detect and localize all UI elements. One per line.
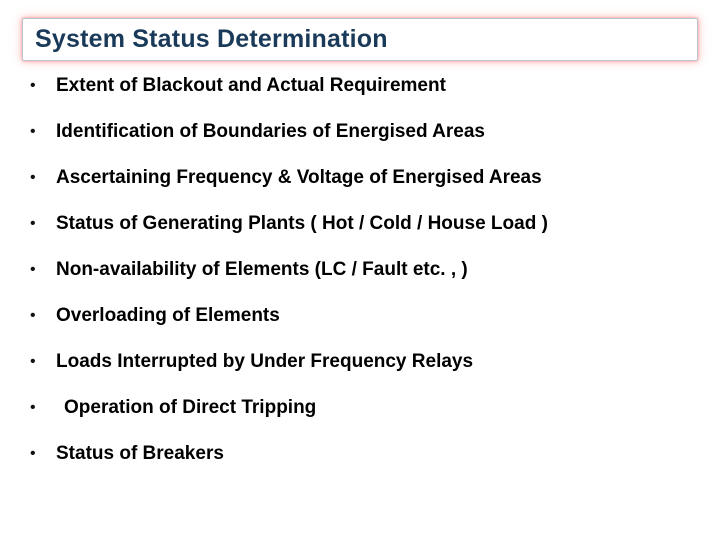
slide-title: System Status Determination — [35, 25, 685, 54]
list-item: • Operation of Direct Tripping — [28, 397, 698, 419]
bullet-text: Loads Interrupted by Under Frequency Rel… — [50, 351, 473, 373]
bullet-icon: • — [28, 121, 50, 143]
list-item: • Ascertaining Frequency & Voltage of En… — [28, 167, 698, 189]
bullet-icon: • — [28, 259, 50, 281]
bullet-text: Status of Breakers — [50, 443, 224, 465]
bullet-text: Overloading of Elements — [50, 305, 280, 327]
bullet-icon: • — [28, 305, 50, 327]
bullet-text: Identification of Boundaries of Energise… — [50, 121, 485, 143]
bullet-icon: • — [28, 75, 50, 97]
bullet-text: Operation of Direct Tripping — [50, 397, 316, 419]
list-item: • Status of Breakers — [28, 443, 698, 465]
bullet-text: Extent of Blackout and Actual Requiremen… — [50, 75, 446, 97]
bullet-icon: • — [28, 213, 50, 235]
list-item: • Status of Generating Plants ( Hot / Co… — [28, 213, 698, 235]
bullet-list: • Extent of Blackout and Actual Requirem… — [22, 75, 698, 465]
bullet-icon: • — [28, 167, 50, 189]
bullet-icon: • — [28, 397, 50, 419]
bullet-icon: • — [28, 351, 50, 373]
list-item: • Extent of Blackout and Actual Requirem… — [28, 75, 698, 97]
list-item: • Identification of Boundaries of Energi… — [28, 121, 698, 143]
title-box: System Status Determination — [22, 18, 698, 61]
list-item: • Overloading of Elements — [28, 305, 698, 327]
bullet-icon: • — [28, 443, 50, 465]
slide-container: System Status Determination • Extent of … — [0, 0, 720, 540]
bullet-text: Status of Generating Plants ( Hot / Cold… — [50, 213, 548, 235]
bullet-text: Ascertaining Frequency & Voltage of Ener… — [50, 167, 542, 189]
list-item: • Loads Interrupted by Under Frequency R… — [28, 351, 698, 373]
list-item: • Non-availability of Elements (LC / Fau… — [28, 259, 698, 281]
bullet-text: Non-availability of Elements (LC / Fault… — [50, 259, 468, 281]
